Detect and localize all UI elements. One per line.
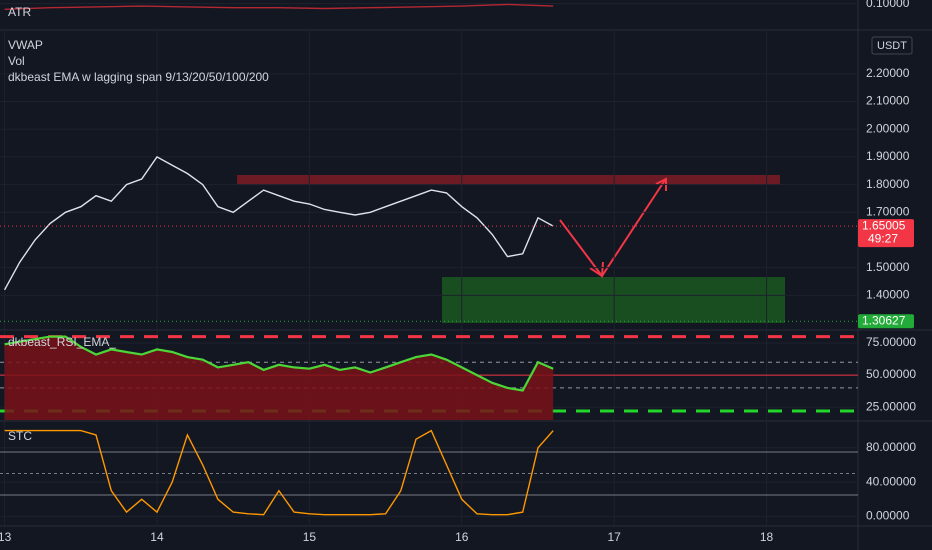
series-line bbox=[4, 335, 554, 392]
y-tick-label: 1.80000 bbox=[866, 177, 910, 191]
series-line bbox=[4, 429, 554, 516]
series-line bbox=[3, 155, 554, 291]
x-tick-label: 16 bbox=[455, 530, 469, 544]
x-tick-label: 17 bbox=[607, 530, 621, 544]
resistance-zone bbox=[237, 175, 780, 185]
y-tick-label: 80.00000 bbox=[866, 440, 916, 454]
y-tick-label: 2.00000 bbox=[866, 121, 910, 135]
y-tick-label: 0.00000 bbox=[866, 509, 910, 523]
stc-title: STC bbox=[8, 429, 32, 443]
series-line bbox=[4, 3, 554, 10]
y-tick-label: 1.90000 bbox=[866, 149, 910, 163]
price-badge bbox=[858, 314, 914, 329]
indicator-label: Vol bbox=[8, 54, 25, 68]
unit-label: USDT bbox=[877, 40, 907, 52]
y-tick-label: 2.20000 bbox=[866, 66, 910, 80]
support-zone bbox=[442, 277, 785, 323]
indicator-label: VWAP bbox=[8, 38, 43, 52]
y-tick-label: 2.10000 bbox=[866, 94, 910, 108]
y-tick-label: 0.10000 bbox=[866, 0, 910, 10]
unit-box bbox=[871, 36, 913, 55]
y-tick-label: 50.00000 bbox=[866, 367, 916, 381]
indicator-label: dkbeast EMA w lagging span 9/13/20/50/10… bbox=[8, 70, 269, 84]
x-tick-label: 18 bbox=[760, 530, 774, 544]
price-badge bbox=[858, 219, 914, 248]
plots: 13 14 15 16 17 18 0.10000 1.40000 1.50000 1.70000… bbox=[0, 0, 916, 544]
countdown-label: 49:27 bbox=[868, 231, 898, 245]
atr-title: ATR bbox=[8, 5, 31, 19]
y-tick-label: 1.40000 bbox=[866, 287, 910, 301]
x-tick-label: 14 bbox=[150, 530, 164, 544]
x-tick-label: 15 bbox=[303, 530, 317, 544]
y-tick-label: 40.00000 bbox=[866, 474, 916, 488]
y-tick-label: 1.50000 bbox=[866, 260, 910, 274]
price-badge-label: 1.65005 bbox=[862, 218, 906, 232]
y-tick-label: 1.70000 bbox=[866, 204, 910, 218]
rsi-title: dkbeast_RSI_EMA_ bbox=[8, 335, 116, 349]
price-badge-label: 1.30627 bbox=[862, 313, 906, 327]
x-tick-label: 13 bbox=[0, 530, 12, 544]
y-tick-label: 75.00000 bbox=[866, 335, 916, 349]
y-tick-label: 25.00000 bbox=[866, 399, 916, 413]
